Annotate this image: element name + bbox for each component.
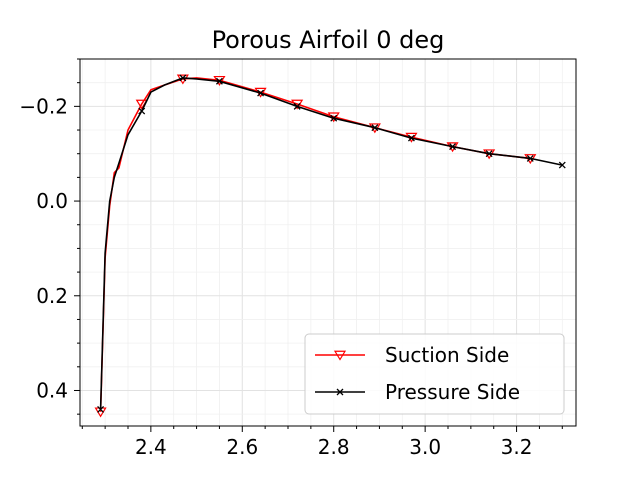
legend-item-suction-side: Suction Side xyxy=(315,343,509,367)
axes: 2.4 2.6 2.8 3.0 3.2 −0.2 0.0 0.2 0.4 xyxy=(19,58,563,459)
pressure-side-line xyxy=(99,77,563,410)
plot-frame xyxy=(79,58,577,427)
pressure-side-marker xyxy=(330,114,338,122)
legend-swatch-marker xyxy=(333,350,347,361)
pressure-side-marker xyxy=(293,102,301,110)
plot-series xyxy=(94,74,566,418)
legend: Suction Side Pressure Side xyxy=(304,333,565,415)
pressure-side-marker xyxy=(371,124,379,132)
legend-swatch-marker xyxy=(336,388,344,396)
y-tick-label: 0.0 xyxy=(36,189,68,213)
pressure-side-marker xyxy=(215,77,223,85)
chart-title: Porous Airfoil 0 deg xyxy=(212,26,445,54)
legend-label: Pressure Side xyxy=(385,380,520,404)
x-tick-label: 3.2 xyxy=(501,435,533,459)
pressure-side-marker xyxy=(558,161,566,169)
legend-item-pressure-side: Pressure Side xyxy=(315,380,520,404)
y-tick-label: 0.2 xyxy=(36,284,68,308)
y-tick-label: 0.4 xyxy=(36,378,68,402)
pressure-side-marker xyxy=(138,107,146,115)
pressure-side-marker xyxy=(257,89,265,97)
x-tick-label: 2.4 xyxy=(135,435,167,459)
series-pressure-side xyxy=(97,74,566,413)
y-tick-label: −0.2 xyxy=(19,94,68,118)
pressure-side-marker xyxy=(179,74,187,82)
x-tick-label: 2.6 xyxy=(226,435,258,459)
pressure-side-marker xyxy=(526,154,534,162)
legend-box xyxy=(304,333,565,415)
x-tick-label: 3.0 xyxy=(409,435,441,459)
x-tick-label: 2.8 xyxy=(318,435,350,459)
pressure-side-marker xyxy=(97,405,105,413)
pressure-side-marker xyxy=(449,143,457,151)
pressure-side-marker xyxy=(407,134,415,142)
pressure-side-marker xyxy=(485,150,493,158)
legend-label: Suction Side xyxy=(385,343,509,367)
